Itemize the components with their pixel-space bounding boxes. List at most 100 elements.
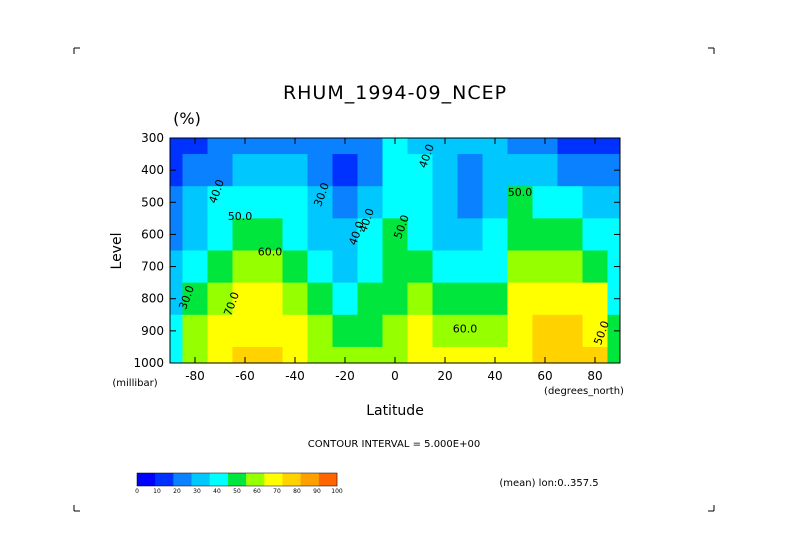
heatmap-cell [170, 250, 183, 284]
heatmap-cell [257, 186, 283, 219]
y-tick-label: 800 [141, 292, 164, 306]
heatmap-cell [307, 314, 333, 348]
heatmap-cell [357, 186, 383, 219]
heatmap-cell [257, 154, 283, 187]
colorbar-tick-label: 100 [331, 488, 343, 495]
chart-title: RHUM_1994-09_NCEP [283, 82, 507, 104]
heatmap-cell [532, 218, 558, 251]
heatmap-cell [257, 346, 283, 364]
heatmap-cell [207, 314, 233, 348]
heatmap-cell [432, 138, 458, 155]
heatmap-cell [357, 314, 383, 348]
colorbar-swatch [173, 473, 192, 486]
heatmap-cell [170, 346, 183, 364]
heatmap-cell [507, 154, 533, 187]
x-tick-label: -60 [235, 369, 255, 383]
contour-interval-note: CONTOUR INTERVAL = 5.000E+00 [308, 439, 480, 450]
heatmap-cell [407, 154, 433, 187]
units-label: (%) [173, 109, 201, 128]
heatmap-cell [332, 154, 358, 187]
heatmap-cell [307, 138, 333, 155]
heatmap-cell [182, 250, 208, 284]
heatmap-cell [482, 154, 508, 187]
heatmap-cell [207, 346, 233, 364]
heatmap-cell [207, 186, 233, 219]
x-tick-label: 60 [537, 369, 552, 383]
heatmap-cell [182, 218, 208, 251]
heatmap-cell [182, 186, 208, 219]
y-tick-label: 700 [141, 260, 164, 274]
heatmap-cell [357, 282, 383, 316]
y-tick-label: 600 [141, 227, 164, 241]
contour-label: 60.0 [453, 322, 478, 335]
heatmap-cell [332, 346, 358, 364]
colorbar-swatch [246, 473, 265, 486]
heatmap-cell [557, 314, 583, 348]
contour-label: 50.0 [228, 210, 253, 223]
heatmap-cell [182, 138, 208, 155]
colorbar-tick-label: 90 [313, 488, 321, 495]
heatmap-cell [170, 314, 183, 348]
colorbar-tick-label: 50 [233, 488, 241, 495]
heatmap-cell [282, 282, 308, 316]
heatmap-cell [207, 138, 233, 155]
heatmap-cell [432, 282, 458, 316]
heatmap-cell [407, 218, 433, 251]
heatmap-cell [432, 218, 458, 251]
x-units-label: (degrees_north) [544, 386, 624, 397]
heatmap-cell [407, 138, 433, 155]
heatmap-cell [457, 250, 483, 284]
y-tick-label: 1000 [133, 356, 164, 370]
heatmap-cell [232, 250, 258, 284]
heatmap-cell [170, 186, 183, 219]
heatmap-cell [307, 154, 333, 187]
heatmap-cell [482, 346, 508, 364]
heatmap-cell [582, 154, 608, 187]
heatmap-cell [432, 186, 458, 219]
heatmap-cell [382, 138, 408, 155]
x-tick-label: 80 [587, 369, 602, 383]
heatmap-cell [507, 138, 533, 155]
heatmap-cell [407, 346, 433, 364]
heatmap-cell [170, 282, 183, 316]
heatmap-area [170, 138, 621, 364]
y-tick-label: 900 [141, 324, 164, 338]
x-tick-label: -80 [185, 369, 205, 383]
heatmap-cell [332, 218, 358, 251]
y-tick-label: 400 [141, 163, 164, 177]
heatmap-cell [307, 250, 333, 284]
heatmap-cell [282, 154, 308, 187]
heatmap-cell [582, 138, 608, 155]
colorbar-tick-label: 10 [153, 488, 161, 495]
colorbar-swatch [209, 473, 229, 486]
heatmap-cell [457, 186, 483, 219]
heatmap-cell [407, 282, 433, 316]
heatmap-cell [457, 218, 483, 251]
heatmap-cell [457, 154, 483, 187]
heatmap-cell [282, 218, 308, 251]
y-tick-label: 500 [141, 195, 164, 209]
heatmap-cell [582, 218, 608, 251]
heatmap-cell [532, 154, 558, 187]
heatmap-cell [357, 250, 383, 284]
heatmap-cell [507, 250, 533, 284]
heatmap-cell [607, 346, 621, 364]
heatmap-cell [207, 250, 233, 284]
heatmap-cell [232, 218, 258, 251]
heatmap-cell [457, 138, 483, 155]
heatmap-cell [557, 154, 583, 187]
heatmap-cell [532, 250, 558, 284]
colorbar-swatch [155, 473, 174, 486]
heatmap-cell [532, 282, 558, 316]
heatmap-cell [332, 282, 358, 316]
colorbar-tick-label: 20 [173, 488, 181, 495]
heatmap-cell [407, 314, 433, 348]
colorbar-tick-label: 80 [293, 488, 301, 495]
heatmap-cell [382, 314, 408, 348]
heatmap-cell [182, 154, 208, 187]
heatmap-cell [170, 154, 183, 187]
heatmap-cell [557, 138, 583, 155]
colorbar-tick-label: 40 [213, 488, 221, 495]
heatmap-cell [457, 282, 483, 316]
heatmap-cell [507, 186, 533, 219]
